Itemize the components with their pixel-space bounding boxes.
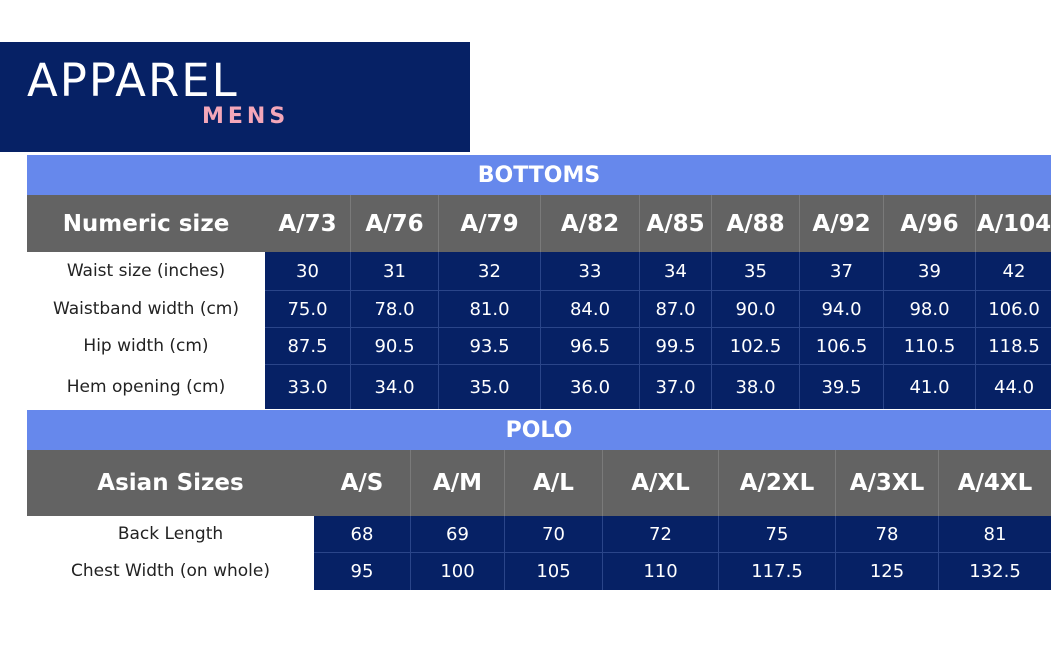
polo-cell: 110 bbox=[602, 552, 718, 590]
bottoms-cell: 33 bbox=[540, 252, 639, 290]
bottoms-cell: 35 bbox=[711, 252, 799, 290]
bottoms-cell: 39 bbox=[883, 252, 975, 290]
bottoms-size-4: A/85 bbox=[639, 195, 711, 252]
bottoms-size-7: A/96 bbox=[883, 195, 975, 252]
bottoms-cell: 106.0 bbox=[975, 290, 1051, 327]
polo-size-3: A/XL bbox=[602, 450, 718, 516]
polo-cell: 72 bbox=[602, 516, 718, 552]
brand-title: APPAREL bbox=[27, 54, 239, 107]
bottoms-cell: 34.0 bbox=[350, 364, 438, 409]
bottoms-row: Waistband width (cm) 75.0 78.0 81.0 84.0 87.0… bbox=[27, 290, 1051, 327]
polo-size-4: A/2XL bbox=[718, 450, 835, 516]
bottoms-cell: 99.5 bbox=[639, 327, 711, 364]
bottoms-cell: 31 bbox=[350, 252, 438, 290]
polo-row-label: Chest Width (on whole) bbox=[27, 552, 314, 590]
bottoms-size-2: A/79 bbox=[438, 195, 540, 252]
bottoms-row: Waist size (inches) 30 31 32 33 34 35 37 39 42 bbox=[27, 252, 1051, 290]
polo-cell: 68 bbox=[314, 516, 410, 552]
polo-cell: 81 bbox=[938, 516, 1051, 552]
bottoms-cell: 34 bbox=[639, 252, 711, 290]
bottoms-row-label: Hip width (cm) bbox=[27, 327, 265, 364]
polo-size-5: A/3XL bbox=[835, 450, 938, 516]
polo-size-0: A/S bbox=[314, 450, 410, 516]
bottoms-cell: 102.5 bbox=[711, 327, 799, 364]
polo-cell: 69 bbox=[410, 516, 504, 552]
polo-cell: 70 bbox=[504, 516, 602, 552]
bottoms-cell: 90.5 bbox=[350, 327, 438, 364]
polo-header-label: Asian Sizes bbox=[27, 450, 314, 516]
polo-row: Chest Width (on whole) 95 100 105 110 117.5 12… bbox=[27, 552, 1051, 590]
bottoms-cell: 81.0 bbox=[438, 290, 540, 327]
polo-cell: 75 bbox=[718, 516, 835, 552]
bottoms-row-label: Hem opening (cm) bbox=[27, 364, 265, 409]
bottoms-cell: 39.5 bbox=[799, 364, 883, 409]
bottoms-cell: 96.5 bbox=[540, 327, 639, 364]
polo-row: Back Length 68 69 70 72 75 78 81 bbox=[27, 516, 1051, 552]
bottoms-cell: 42 bbox=[975, 252, 1051, 290]
bottoms-row-label: Waist size (inches) bbox=[27, 252, 265, 290]
bottoms-size-5: A/88 bbox=[711, 195, 799, 252]
bottoms-cell: 38.0 bbox=[711, 364, 799, 409]
bottoms-cell: 32 bbox=[438, 252, 540, 290]
bottoms-row: Hem opening (cm) 33.0 34.0 35.0 36.0 37.0 38.0… bbox=[27, 364, 1051, 409]
polo-cell: 132.5 bbox=[938, 552, 1051, 590]
polo-cell: 78 bbox=[835, 516, 938, 552]
brand-banner: APPAREL MENS bbox=[0, 42, 470, 152]
bottoms-cell: 37.0 bbox=[639, 364, 711, 409]
bottoms-cell: 87.5 bbox=[265, 327, 350, 364]
bottoms-cell: 98.0 bbox=[883, 290, 975, 327]
bottoms-cell: 30 bbox=[265, 252, 350, 290]
brand-subtitle: MENS bbox=[202, 104, 290, 129]
bottoms-cell: 94.0 bbox=[799, 290, 883, 327]
bottoms-cell: 33.0 bbox=[265, 364, 350, 409]
bottoms-section-title: BOTTOMS bbox=[27, 155, 1051, 195]
bottoms-size-8: A/104 bbox=[975, 195, 1051, 252]
polo-size-2: A/L bbox=[504, 450, 602, 516]
bottoms-cell: 41.0 bbox=[883, 364, 975, 409]
bottoms-cell: 87.0 bbox=[639, 290, 711, 327]
bottoms-size-3: A/82 bbox=[540, 195, 639, 252]
polo-cell: 95 bbox=[314, 552, 410, 590]
polo-header-row: Asian Sizes A/S A/M A/L A/XL A/2XL A/3XL A/4XL bbox=[27, 450, 1051, 516]
bottoms-cell: 110.5 bbox=[883, 327, 975, 364]
bottoms-header-row: Numeric size A/73 A/76 A/79 A/82 A/85 A/88 A/92… bbox=[27, 195, 1051, 252]
polo-cell: 105 bbox=[504, 552, 602, 590]
bottoms-cell: 78.0 bbox=[350, 290, 438, 327]
bottoms-cell: 44.0 bbox=[975, 364, 1051, 409]
bottoms-header-label: Numeric size bbox=[27, 195, 265, 252]
bottoms-cell: 36.0 bbox=[540, 364, 639, 409]
polo-section-title: POLO bbox=[27, 410, 1051, 450]
bottoms-cell: 84.0 bbox=[540, 290, 639, 327]
polo-row-label: Back Length bbox=[27, 516, 314, 552]
polo-cell: 125 bbox=[835, 552, 938, 590]
bottoms-size-0: A/73 bbox=[265, 195, 350, 252]
bottoms-cell: 106.5 bbox=[799, 327, 883, 364]
bottoms-cell: 37 bbox=[799, 252, 883, 290]
bottoms-cell: 90.0 bbox=[711, 290, 799, 327]
bottoms-cell: 93.5 bbox=[438, 327, 540, 364]
bottoms-cell: 118.5 bbox=[975, 327, 1051, 364]
bottoms-cell: 75.0 bbox=[265, 290, 350, 327]
polo-size-6: A/4XL bbox=[938, 450, 1051, 516]
bottoms-size-6: A/92 bbox=[799, 195, 883, 252]
polo-cell: 117.5 bbox=[718, 552, 835, 590]
bottoms-cell: 35.0 bbox=[438, 364, 540, 409]
polo-size-1: A/M bbox=[410, 450, 504, 516]
bottoms-row: Hip width (cm) 87.5 90.5 93.5 96.5 99.5 102.5 1… bbox=[27, 327, 1051, 364]
bottoms-size-1: A/76 bbox=[350, 195, 438, 252]
polo-cell: 100 bbox=[410, 552, 504, 590]
bottoms-row-label: Waistband width (cm) bbox=[27, 290, 265, 327]
